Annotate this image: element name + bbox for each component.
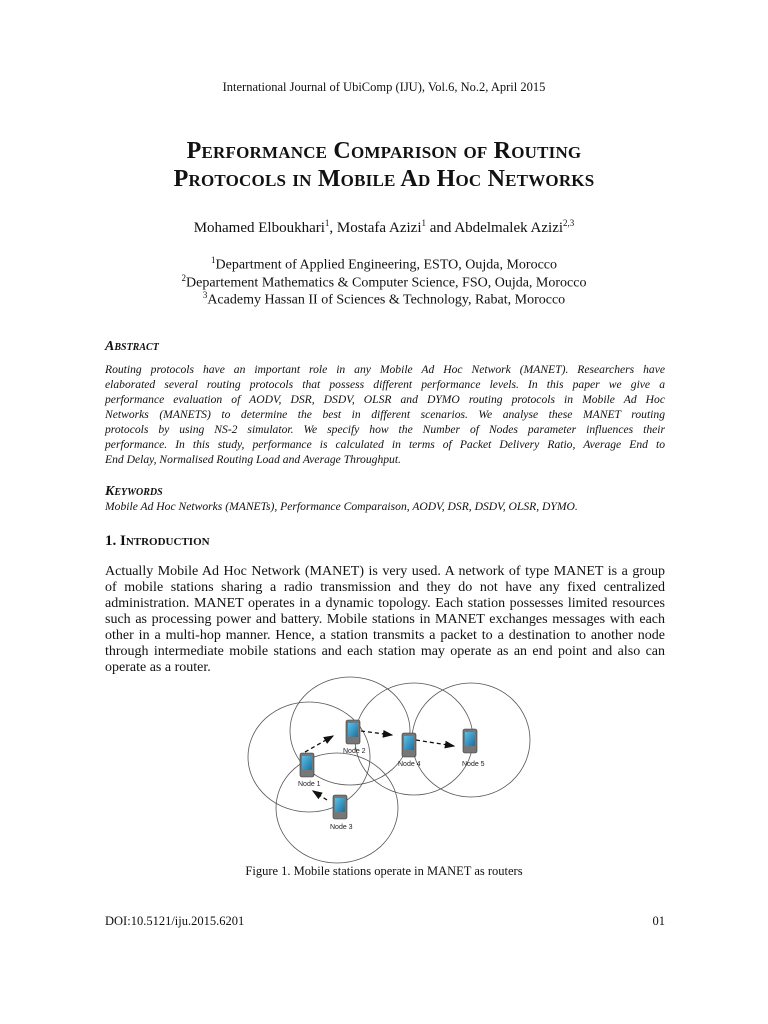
- affiliation-text: Academy Hassan II of Sciences & Technolo…: [207, 292, 566, 308]
- author-affiliation-mark: 1: [324, 218, 330, 228]
- author-separator: and: [425, 220, 455, 236]
- abstract-line: performance evaluation of AODV, DSR, DSD…: [105, 393, 665, 406]
- keywords-heading: Keywords: [105, 484, 163, 499]
- affiliation: 1Department of Applied Engineering, ESTO…: [0, 255, 768, 274]
- intro-line: through intermediate mobile stations and…: [105, 644, 665, 659]
- abstract-line: performance. In this study, performance …: [105, 438, 665, 451]
- arrow-node2-node4: [360, 729, 394, 738]
- arrow-node4-node5: [415, 739, 456, 749]
- abstract-heading: Abstract: [105, 339, 159, 354]
- mobile-device-icon: [401, 732, 417, 758]
- affiliation: 2Departement Mathematics & Computer Scie…: [0, 273, 768, 292]
- paper-title-line-1: Performance Comparison of Routing: [186, 138, 582, 164]
- page-number: 01: [652, 914, 666, 928]
- range-circle: [247, 701, 371, 813]
- author-affiliation-mark: 1: [421, 218, 426, 228]
- arrow-node1-node2: [304, 735, 335, 753]
- intro-line: administration. MANET operates in a dyna…: [105, 596, 665, 611]
- mobile-device-icon: [345, 719, 361, 745]
- author-affiliation-mark: 2,3: [563, 218, 575, 228]
- affiliation-text: Department of Applied Engineering, ESTO,…: [215, 257, 558, 273]
- author-separator: ,: [329, 220, 337, 236]
- node-label: Node 2: [343, 748, 366, 755]
- author-list: Mohamed Elboukhari1, Mostafa Azizi1 and …: [0, 218, 768, 237]
- mobile-device-icon: [332, 794, 348, 820]
- abstract-line: Routing protocols have an important role…: [105, 363, 665, 376]
- node-label: Node 1: [298, 781, 321, 788]
- affiliation-mark: 2: [181, 273, 187, 283]
- keywords-text: Mobile Ad Hoc Networks (MANETs), Perform…: [105, 500, 578, 513]
- introduction-heading: 1. Introduction: [105, 533, 210, 549]
- intro-line: other in a multi-hop manner. Hence, a st…: [105, 628, 665, 643]
- paper-title-line-2: Protocols in Mobile Ad Hoc Networks: [173, 166, 595, 192]
- doi: DOI:10.5121/iju.2015.6201: [105, 914, 245, 928]
- mobile-device-icon: [462, 728, 478, 754]
- arrow-node3-node1: [311, 790, 328, 801]
- range-circle: [289, 676, 411, 786]
- abstract-line: protocols by using NS-2 simulator. We sp…: [105, 423, 665, 436]
- figure-caption: Figure 1. Mobile stations operate in MAN…: [245, 864, 523, 878]
- affiliation: 3Academy Hassan II of Sciences & Technol…: [0, 290, 768, 309]
- author-name: Mostafa Azizi: [336, 220, 422, 236]
- node-label: Node 5: [462, 761, 485, 768]
- node-label: Node 4: [398, 761, 421, 768]
- node-label: Node 3: [330, 824, 353, 831]
- intro-line: Actually Mobile Ad Hoc Network (MANET) i…: [105, 564, 665, 579]
- affiliation-mark: 1: [211, 255, 216, 265]
- affiliation-text: Departement Mathematics & Computer Scien…: [186, 275, 587, 291]
- intro-line: such as processing power and battery. Mo…: [105, 612, 665, 627]
- abstract-line: elaborated several routing protocols tha…: [105, 378, 665, 391]
- author-name: Abdelmalek Azizi: [454, 220, 564, 236]
- author-name: Mohamed Elboukhari: [193, 220, 325, 236]
- journal-header: International Journal of UbiComp (IJU), …: [222, 80, 546, 94]
- affiliation-mark: 3: [202, 290, 208, 300]
- mobile-device-icon: [299, 752, 315, 778]
- intro-line: operate as a router.: [105, 660, 211, 675]
- abstract-line: End Delay, Normalised Routing Load and A…: [105, 453, 401, 466]
- abstract-line: Networks (MANETS) to determine the best …: [105, 408, 665, 421]
- range-circle: [275, 752, 399, 864]
- intro-line: of mobile stations sharing a radio trans…: [105, 580, 665, 595]
